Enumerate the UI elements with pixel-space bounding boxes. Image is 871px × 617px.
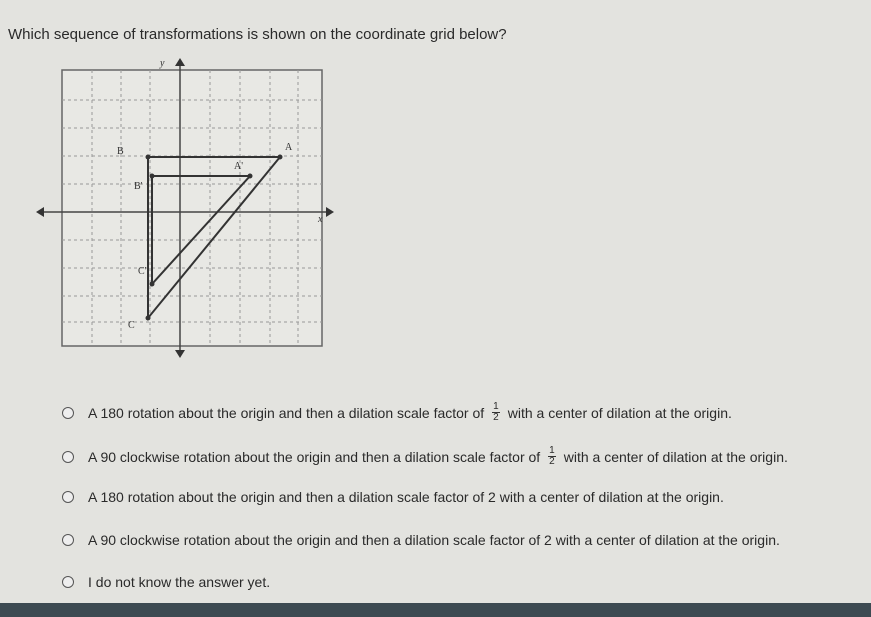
axis-arrow <box>175 58 185 66</box>
radio-button[interactable] <box>62 450 74 463</box>
vertex-label: B <box>117 146 124 157</box>
triangle-image <box>151 175 253 287</box>
option-text: I do not know the answer yet. <box>88 574 271 590</box>
denominator: 2 <box>493 412 499 423</box>
option-text: A 90 clockwise rotation about the origin… <box>88 532 780 548</box>
coordinate-grid: y x B A C A' B' C' <box>36 58 334 358</box>
axis-arrow <box>36 207 44 217</box>
axis-arrow <box>326 207 334 217</box>
radio-button[interactable] <box>62 406 74 419</box>
option-text: A 180 rotation about the origin and then… <box>88 404 485 421</box>
numerator: 1 <box>492 401 500 413</box>
vertex-label: B' <box>134 181 143 192</box>
option-text: A 180 rotation about the origin and then… <box>88 489 724 505</box>
vertex-label: A <box>285 142 293 153</box>
vertex-label: C' <box>138 266 147 277</box>
axis-label: x <box>317 214 323 225</box>
option[interactable]: A 180 rotation about the origin and then… <box>62 402 732 423</box>
option[interactable]: I do not know the answer yet. <box>62 574 270 590</box>
denominator: 2 <box>549 456 555 467</box>
question: Which sequence of transformations is sho… <box>8 26 507 43</box>
option-text: A 90 clockwise rotation about the origin… <box>88 448 541 465</box>
option[interactable]: A 90 clockwise rotation about the origin… <box>62 532 780 548</box>
vertex-label: A' <box>234 161 243 172</box>
radio-button[interactable] <box>62 576 74 588</box>
option-text: with a center of dilation at the origin. <box>563 448 788 465</box>
radio-button[interactable] <box>62 534 74 546</box>
numerator: 1 <box>548 445 556 457</box>
option-text: with a center of dilation at the origin. <box>507 404 732 421</box>
grid-lines <box>62 70 322 346</box>
axes <box>40 62 330 352</box>
grid-frame <box>61 69 323 347</box>
option[interactable]: A 90 clockwise rotation about the origin… <box>62 446 788 467</box>
vertex-label: C <box>128 320 135 331</box>
option[interactable]: A 180 rotation about the origin and then… <box>62 489 724 505</box>
axis-label: y <box>159 58 165 69</box>
vertices <box>145 154 283 321</box>
radio-button[interactable] <box>62 491 74 503</box>
triangle-abc <box>147 156 283 321</box>
axis-arrow <box>175 350 185 358</box>
taskbar <box>0 603 871 617</box>
